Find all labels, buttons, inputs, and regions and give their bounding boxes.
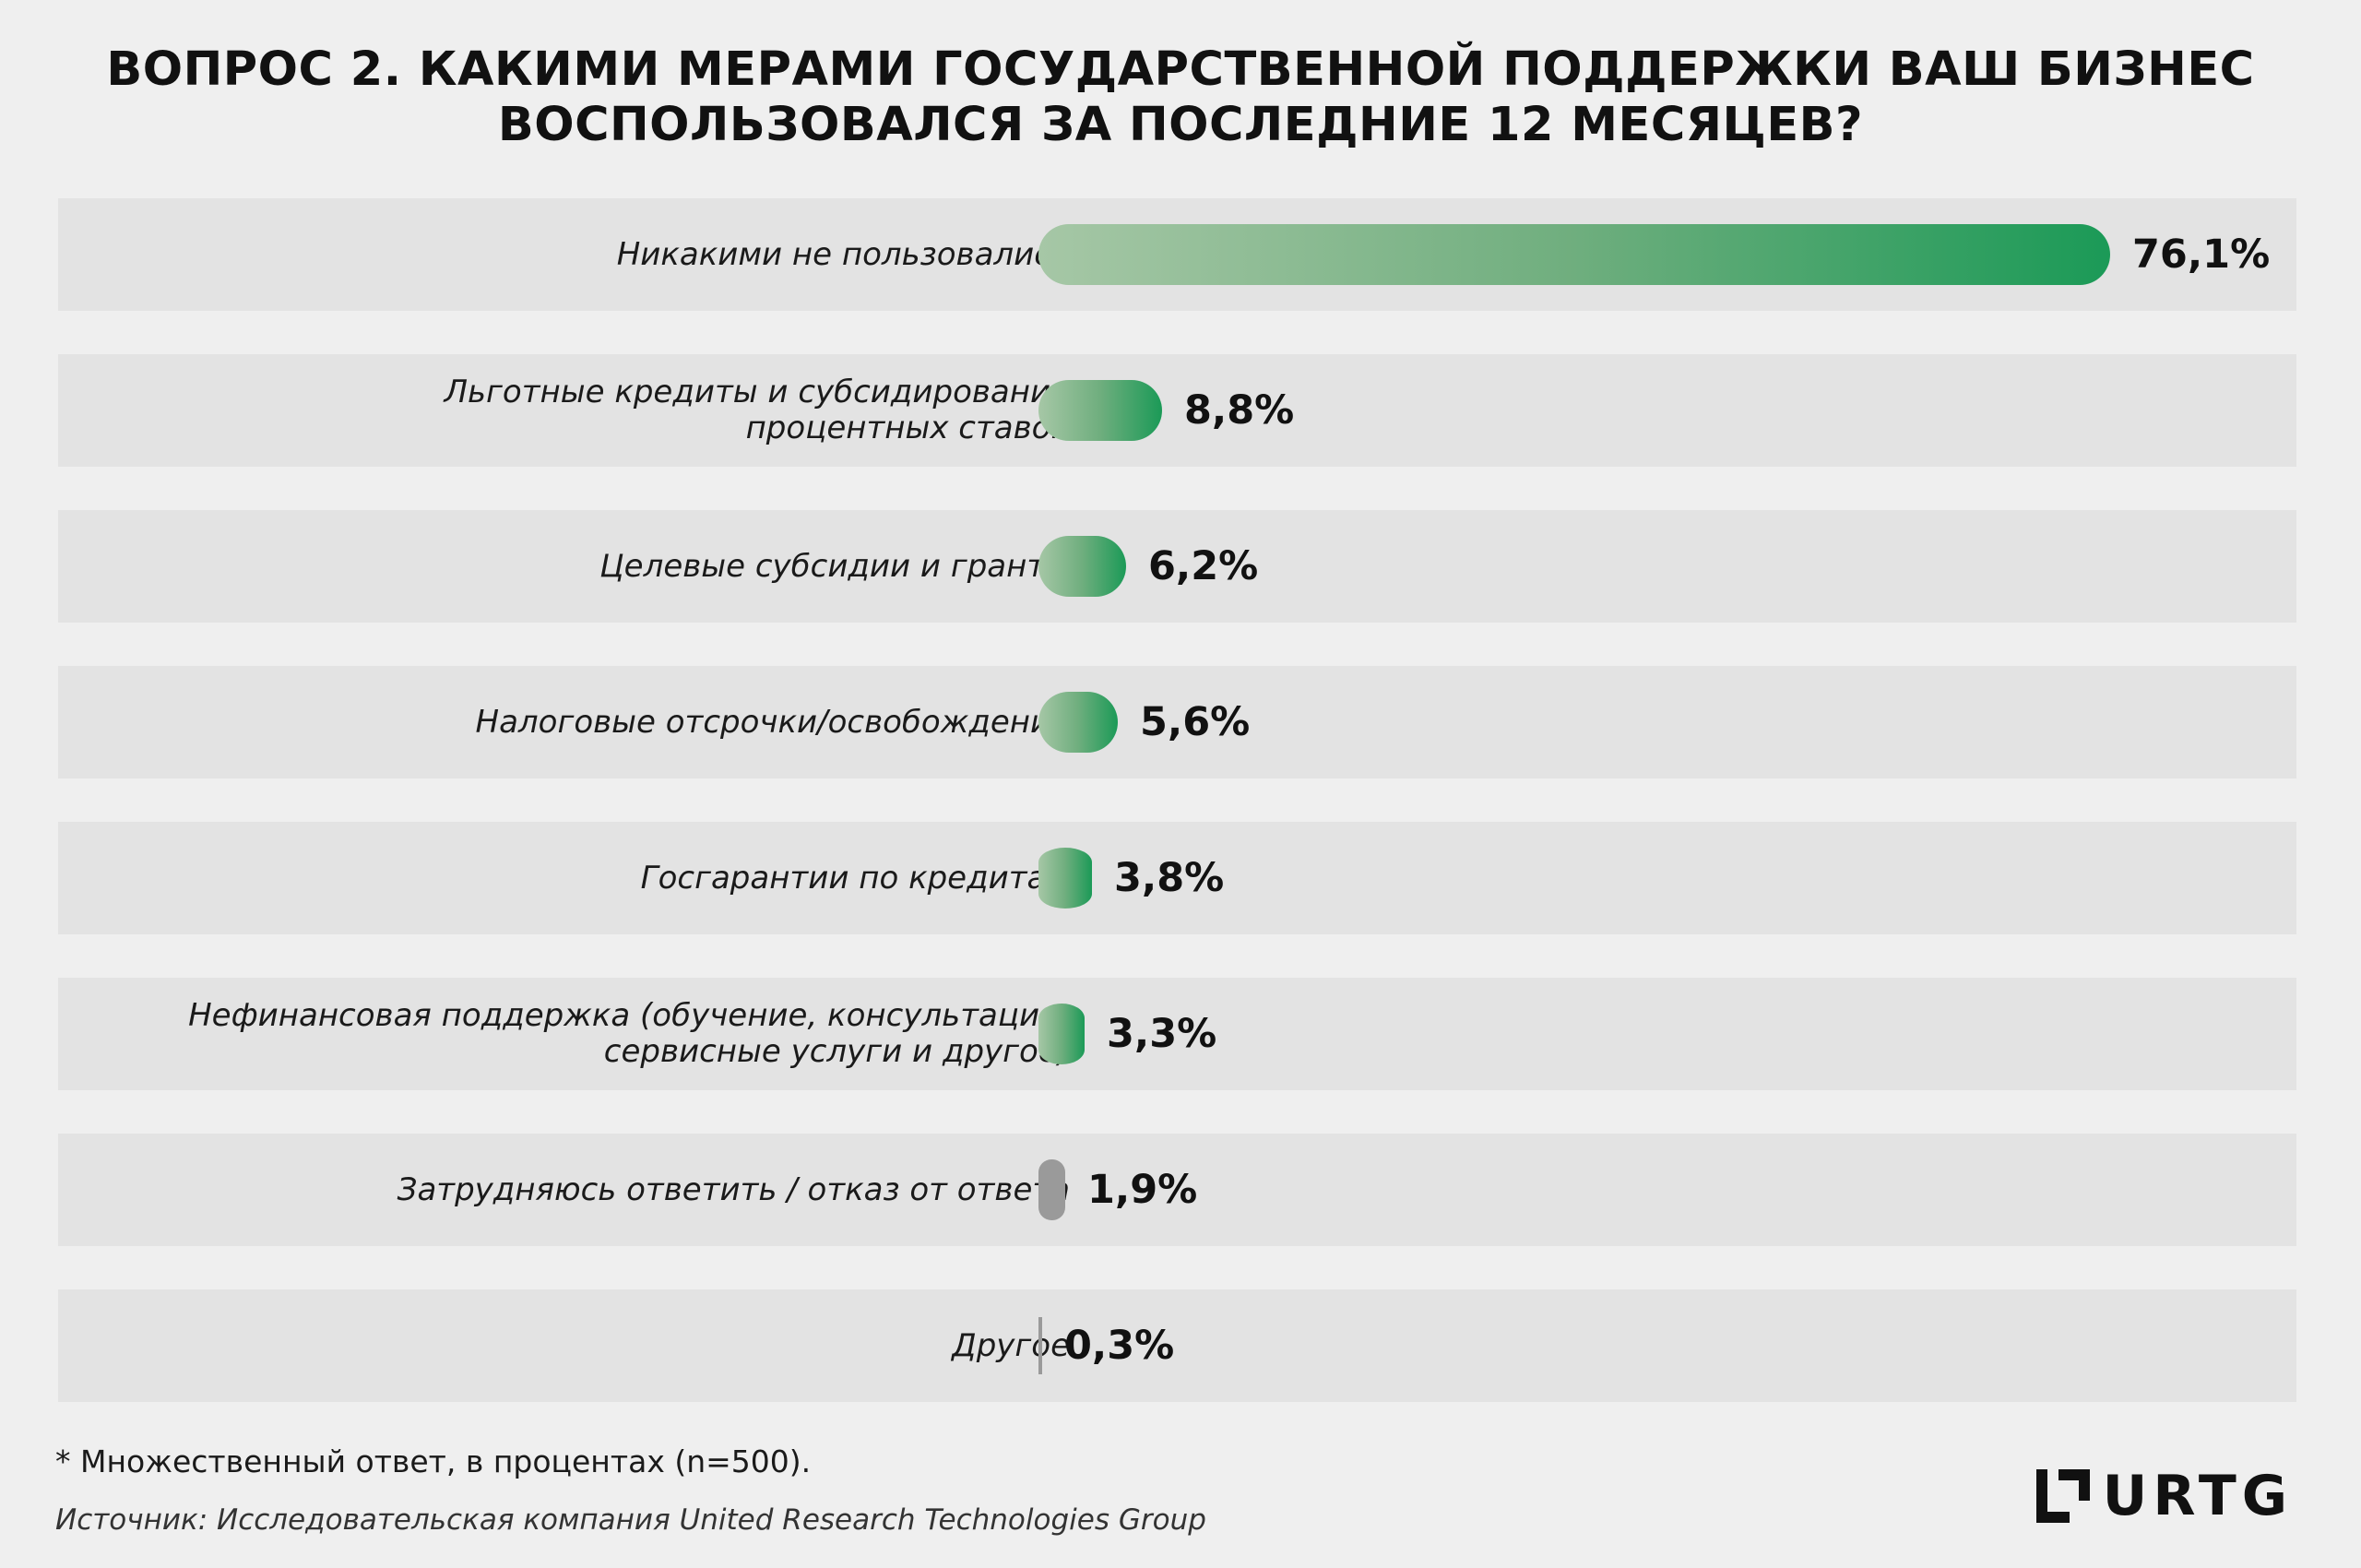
chart-title-line-1: ВОПРОС 2. КАКИМИ МЕРАМИ ГОСУДАРСТВЕННОЙ … [106,42,2255,97]
source-note: Источник: Исследовательская компания Uni… [55,1503,1206,1537]
chart-row: Целевые субсидии и гранты 6,2% [58,510,2296,623]
chart-row: Никакими не пользовались 76,1% [58,198,2296,311]
chart-row: Нефинансовая поддержка (обучение, консул… [58,978,2296,1090]
bar-label: Никакими не пользовались [74,198,1070,311]
bar-value: 8,8% [1184,387,1295,434]
bar-chart: Никакими не пользовались 76,1% Льготные кр… [58,198,2296,1402]
bar-label: Другое [74,1289,1070,1402]
bar [1038,380,1162,441]
chart-row: Другое 0,3% [58,1289,2296,1402]
bar-value: 76,1% [2132,232,2271,278]
urtg-logo: URTG [2035,1464,2293,1528]
bar-value: 3,3% [1107,1011,1217,1057]
bar-label-line: Никакими не пользовались [616,235,1070,273]
bar-value: 3,8% [1114,855,1225,901]
bar-label-line: Затрудняюсь ответить / отказ от ответа [397,1170,1070,1208]
bar-label-line: Льготные кредиты и субсидирование [444,374,1070,410]
bar-label-line: Целевые субсидии и гранты [599,547,1070,585]
bar-label-line: Нефинансовая поддержка (обучение, консул… [188,997,1070,1034]
bar [1038,1159,1065,1220]
bar [1038,692,1118,753]
bar-label: Затрудняюсь ответить / отказ от ответа [74,1134,1070,1246]
bar-label: Целевые субсидии и гранты [74,510,1070,623]
bar [1038,1317,1042,1374]
bar-label-line: сервисные услуги и другое) [603,1033,1070,1070]
chart-row: Налоговые отсрочки/освобождение 5,6% [58,666,2296,778]
chart-row: Льготные кредиты и субсидирование процент… [58,354,2296,467]
chart-row: Затрудняюсь ответить / отказ от ответа 1,… [58,1134,2296,1246]
chart-row: Госгарантии по кредитам 3,8% [58,822,2296,934]
bar-label-line: Другое [952,1326,1070,1364]
bar-label: Нефинансовая поддержка (обучение, консул… [74,978,1070,1090]
bar-label: Льготные кредиты и субсидирование процент… [74,354,1070,467]
bar-value: 0,3% [1064,1323,1175,1369]
bar [1038,536,1126,597]
bar-label: Госгарантии по кредитам [74,822,1070,934]
urtg-logo-mark-icon [2035,1469,2090,1523]
bar [1038,224,2110,285]
bar-label-line: процентных ставок [745,410,1070,446]
footnote: * Множественный ответ, в процентах (n=50… [55,1443,812,1479]
bar-value: 6,2% [1148,543,1259,589]
logo-text: URTG [2102,1464,2293,1528]
bar-label-line: Налоговые отсрочки/освобождение [475,703,1070,741]
chart-title-line-2: ВОСПОЛЬЗОВАЛСЯ ЗА ПОСЛЕДНИЕ 12 МЕСЯЦЕВ? [497,98,1864,152]
bar-value: 1,9% [1087,1167,1198,1213]
bar-label: Налоговые отсрочки/освобождение [74,666,1070,778]
bar-value: 5,6% [1140,699,1251,745]
bar [1038,848,1092,909]
bar [1038,1004,1085,1064]
chart-title: ВОПРОС 2. КАКИМИ МЕРАМИ ГОСУДАРСТВЕННОЙ … [0,42,2361,153]
bar-label-line: Госгарантии по кредитам [640,859,1070,897]
